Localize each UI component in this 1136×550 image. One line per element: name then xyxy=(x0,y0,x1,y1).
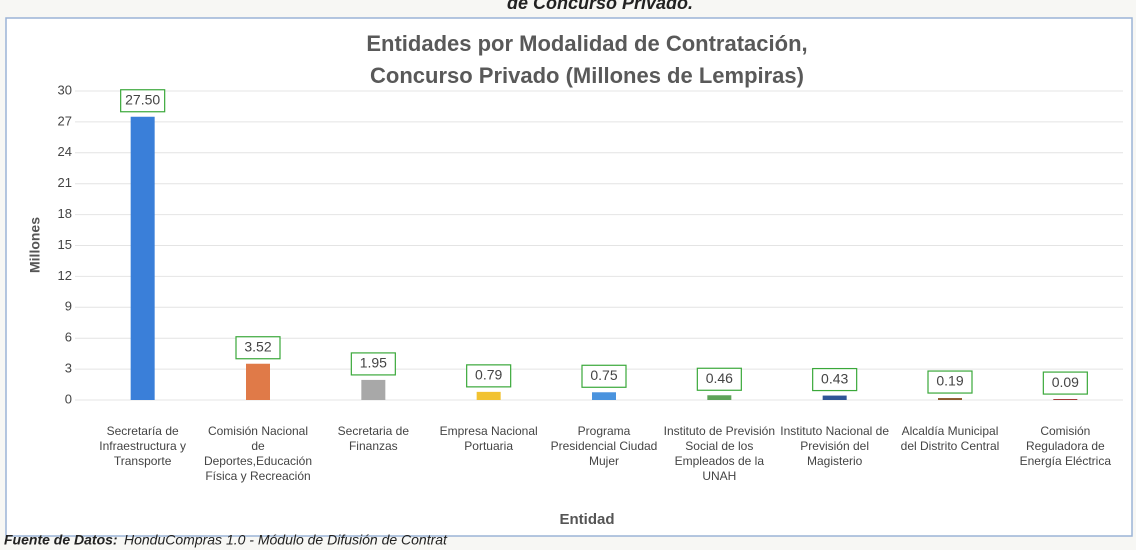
y-tick-label: 18 xyxy=(58,206,72,221)
value-label-box xyxy=(120,89,166,113)
x-tick-label: Comisión Reguladora de Energía Eléctrica xyxy=(1019,424,1112,468)
y-tick-label: 27 xyxy=(58,113,72,128)
value-label-box xyxy=(1042,371,1088,395)
value-label: 27.50 xyxy=(125,91,160,107)
y-tick-label: 0 xyxy=(65,391,72,406)
x-tick-label: Secretaría de Infraestructura y Transpor… xyxy=(99,424,186,468)
value-label-box xyxy=(696,367,742,391)
x-tick-label: Comisión Nacional de Deportes,Educación … xyxy=(203,424,313,483)
y-tick-label: 15 xyxy=(58,237,72,252)
value-label-box xyxy=(235,336,281,360)
y-tick-label: 30 xyxy=(58,82,72,97)
x-tick-label: Instituto de Previsión Social de los Emp… xyxy=(663,424,776,483)
y-tick-label: 3 xyxy=(65,361,72,376)
chart-title: Entidades por Modalidad de Contratación, xyxy=(366,31,807,56)
footer-text: HonduCompras 1.0 - Módulo de Difusión de… xyxy=(124,532,448,548)
value-label: 0.79 xyxy=(475,367,502,383)
value-label: 0.09 xyxy=(1052,374,1079,390)
value-label-box xyxy=(927,370,973,394)
x-axis-label: Entidad xyxy=(560,511,615,528)
bar xyxy=(707,395,732,400)
y-tick-label: 9 xyxy=(65,299,72,314)
value-label: 1.95 xyxy=(360,355,387,371)
value-label: 3.52 xyxy=(244,338,271,354)
header-fragment: de Concurso Privado. xyxy=(507,0,693,13)
x-tick-label: Programa Presidencial Ciudad Mujer xyxy=(550,424,658,468)
x-tick-label: Secretaria de Finanzas xyxy=(337,424,410,453)
bar xyxy=(1053,399,1078,400)
value-label-box xyxy=(812,367,858,392)
bar xyxy=(822,395,847,400)
value-label: 0.19 xyxy=(936,373,963,389)
value-label: 0.75 xyxy=(590,367,617,383)
bar xyxy=(246,363,270,400)
x-tick-label: Empresa Nacional Portuaria xyxy=(439,424,538,453)
y-tick-label: 6 xyxy=(65,330,72,345)
value-label: 0.46 xyxy=(706,370,733,386)
y-axis-label: Millones xyxy=(27,217,43,273)
bar xyxy=(476,391,501,400)
bar xyxy=(361,379,386,400)
bar xyxy=(938,398,962,400)
value-label-box xyxy=(466,364,512,388)
value-label-box xyxy=(581,364,627,388)
bar xyxy=(592,392,616,400)
chart-frame xyxy=(5,17,1133,537)
y-tick-label: 21 xyxy=(58,175,72,190)
y-tick-label: 12 xyxy=(58,268,72,283)
value-label: 0.43 xyxy=(821,370,848,386)
footer-label: Fuente de Datos: xyxy=(4,532,118,548)
x-tick-label: Instituto Nacional de Previsión del Magi… xyxy=(780,424,890,468)
y-tick-label: 24 xyxy=(58,144,72,159)
value-label-box xyxy=(350,352,396,376)
chart-title: Concurso Privado (Millones de Lempiras) xyxy=(370,63,804,88)
bar xyxy=(130,116,155,400)
x-tick-label: Alcaldía Municipal del Distrito Central xyxy=(900,424,1000,453)
